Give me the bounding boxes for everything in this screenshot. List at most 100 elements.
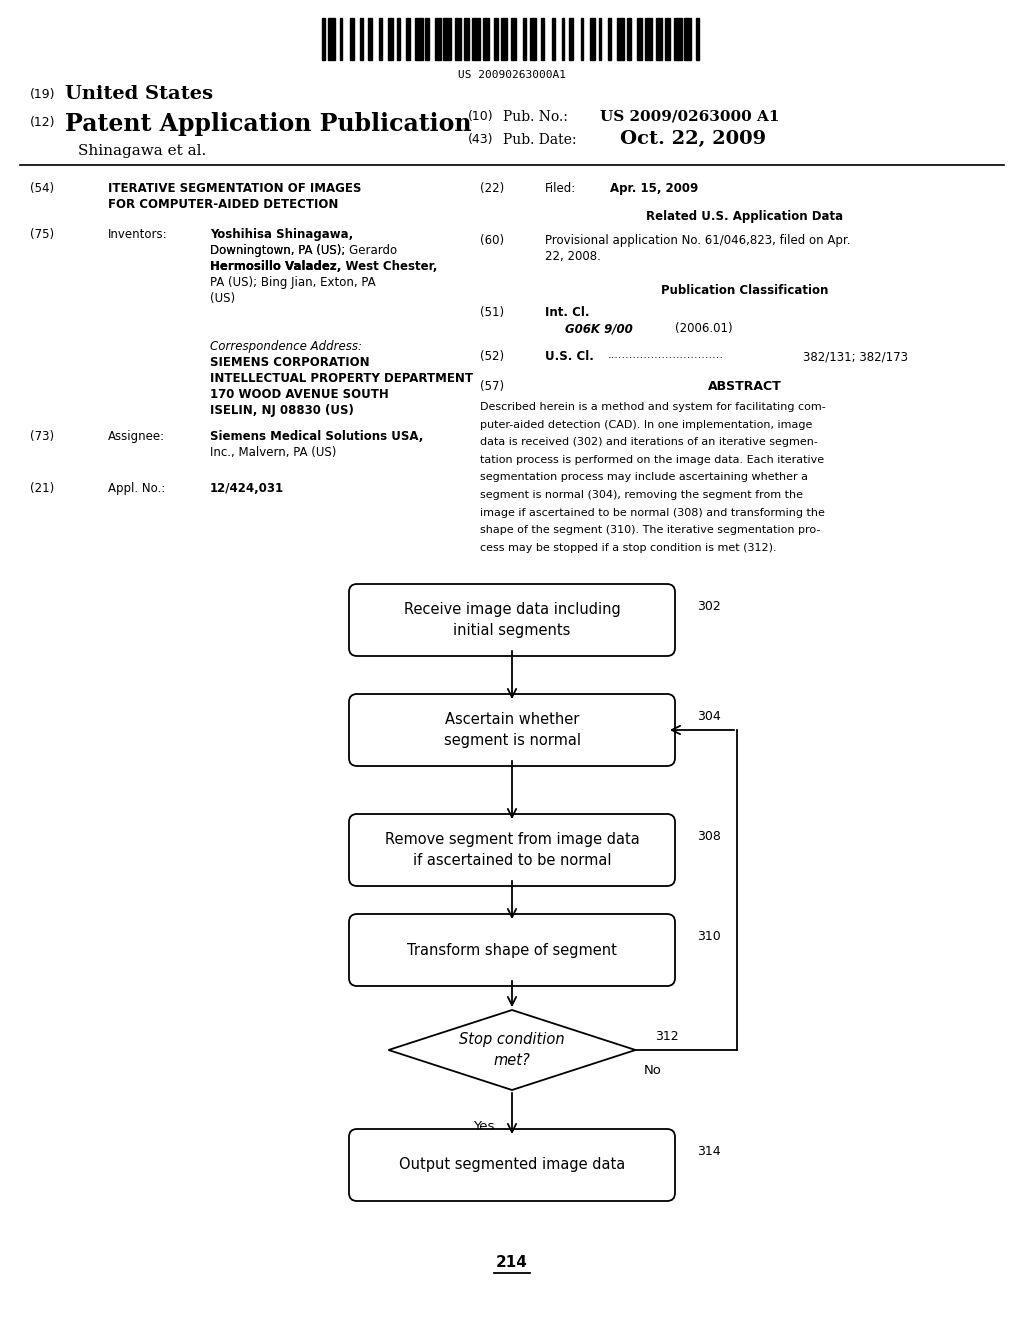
Text: tation process is performed on the image data. Each iterative: tation process is performed on the image… [480, 455, 824, 465]
Bar [495, 18, 498, 59]
Text: Ascertain whether
segment is normal: Ascertain whether segment is normal [443, 711, 581, 748]
Text: Filed:: Filed: [545, 182, 577, 195]
Text: ISELIN, NJ 08830 (US): ISELIN, NJ 08830 (US) [210, 404, 354, 417]
FancyBboxPatch shape [349, 1129, 675, 1201]
Text: PA (US); Bing Jian, Exton, PA: PA (US); Bing Jian, Exton, PA [210, 276, 376, 289]
Text: Inc., Malvern, PA (US): Inc., Malvern, PA (US) [210, 446, 336, 459]
Text: INTELLECTUAL PROPERTY DEPARTMENT: INTELLECTUAL PROPERTY DEPARTMENT [210, 372, 473, 385]
Text: ................................: ................................ [608, 350, 724, 360]
Bar [695, 18, 699, 59]
Text: 312: 312 [655, 1030, 679, 1043]
Bar [379, 18, 382, 59]
Text: (73): (73) [30, 430, 54, 444]
Text: 214: 214 [496, 1255, 528, 1270]
Text: 12/424,031: 12/424,031 [210, 482, 284, 495]
Text: (75): (75) [30, 228, 54, 242]
Text: puter-aided detection (CAD). In one implementation, image: puter-aided detection (CAD). In one impl… [480, 420, 812, 429]
Text: 304: 304 [697, 710, 721, 723]
Text: 382/131; 382/173: 382/131; 382/173 [803, 350, 908, 363]
Text: (10): (10) [468, 110, 494, 123]
Bar [581, 18, 584, 59]
Text: 170 WOOD AVENUE SOUTH: 170 WOOD AVENUE SOUTH [210, 388, 389, 401]
Text: (52): (52) [480, 350, 504, 363]
Bar [322, 18, 325, 59]
Text: (60): (60) [480, 234, 504, 247]
Bar [599, 18, 601, 59]
Text: US 2009/0263000 A1: US 2009/0263000 A1 [600, 110, 779, 124]
Bar [425, 18, 429, 59]
Bar [674, 18, 682, 59]
Bar [656, 18, 663, 59]
Text: (22): (22) [480, 182, 504, 195]
Text: (21): (21) [30, 482, 54, 495]
Bar [482, 18, 489, 59]
Text: Apr. 15, 2009: Apr. 15, 2009 [610, 182, 698, 195]
Text: Downingtown, PA (US);: Downingtown, PA (US); [210, 244, 349, 257]
Bar [397, 18, 399, 59]
Text: Appl. No.:: Appl. No.: [108, 482, 165, 495]
Bar [360, 18, 362, 59]
Text: FOR COMPUTER-AIDED DETECTION: FOR COMPUTER-AIDED DETECTION [108, 198, 338, 211]
Bar [529, 18, 537, 59]
Bar [637, 18, 642, 59]
Text: Provisional application No. 61/046,823, filed on Apr.: Provisional application No. 61/046,823, … [545, 234, 851, 247]
Bar [569, 18, 573, 59]
Text: Assignee:: Assignee: [108, 430, 165, 444]
Text: SIEMENS CORPORATION: SIEMENS CORPORATION [210, 356, 370, 370]
Text: image if ascertained to be normal (308) and transforming the: image if ascertained to be normal (308) … [480, 508, 825, 517]
Bar [511, 18, 516, 59]
Text: Inventors:: Inventors: [108, 228, 168, 242]
Text: ITERATIVE SEGMENTATION OF IMAGES: ITERATIVE SEGMENTATION OF IMAGES [108, 182, 361, 195]
Bar [523, 18, 526, 59]
Text: 22, 2008.: 22, 2008. [545, 249, 601, 263]
Text: Siemens Medical Solutions USA,: Siemens Medical Solutions USA, [210, 430, 423, 444]
Bar [329, 18, 335, 59]
Text: Transform shape of segment: Transform shape of segment [408, 942, 616, 957]
Bar [464, 18, 469, 59]
Bar [407, 18, 410, 59]
Text: segment is normal (304), removing the segment from the: segment is normal (304), removing the se… [480, 490, 803, 500]
Text: Hermosillo Valadez,: Hermosillo Valadez, [210, 260, 341, 273]
Text: segmentation process may include ascertaining whether a: segmentation process may include ascerta… [480, 473, 808, 482]
Bar [552, 18, 555, 59]
Text: (43): (43) [468, 133, 494, 147]
Text: No: No [643, 1064, 662, 1077]
Text: data is received (302) and iterations of an iterative segmen-: data is received (302) and iterations of… [480, 437, 818, 447]
Text: G06K 9/00: G06K 9/00 [565, 322, 633, 335]
Bar [350, 18, 354, 59]
Text: (19): (19) [30, 88, 55, 102]
FancyBboxPatch shape [349, 694, 675, 766]
Bar [455, 18, 461, 59]
Bar [443, 18, 451, 59]
Bar [388, 18, 393, 59]
Text: Correspondence Address:: Correspondence Address: [210, 341, 362, 352]
Bar [607, 18, 611, 59]
Text: Patent Application Publication: Patent Application Publication [65, 112, 471, 136]
Bar [665, 18, 670, 59]
Polygon shape [388, 1010, 636, 1090]
Text: (51): (51) [480, 306, 504, 319]
Text: Output segmented image data: Output segmented image data [399, 1158, 625, 1172]
Text: Stop condition
met?: Stop condition met? [459, 1032, 565, 1068]
Bar [542, 18, 544, 59]
Text: Remove segment from image data
if ascertained to be normal: Remove segment from image data if ascert… [385, 832, 639, 869]
Text: 308: 308 [697, 830, 721, 843]
Text: (12): (12) [30, 116, 55, 129]
Text: Hermosillo Valadez, West Chester,: Hermosillo Valadez, West Chester, [210, 260, 437, 273]
Bar [415, 18, 423, 59]
Text: 314: 314 [697, 1144, 721, 1158]
Text: (2006.01): (2006.01) [675, 322, 732, 335]
Text: cess may be stopped if a stop condition is met (312).: cess may be stopped if a stop condition … [480, 543, 776, 553]
Text: Receive image data including
initial segments: Receive image data including initial seg… [403, 602, 621, 638]
Text: United States: United States [65, 84, 213, 103]
Text: U.S. Cl.: U.S. Cl. [545, 350, 594, 363]
Text: US 20090263000A1: US 20090263000A1 [458, 70, 566, 81]
FancyBboxPatch shape [349, 913, 675, 986]
Text: Shinagawa et al.: Shinagawa et al. [78, 144, 206, 158]
Text: 310: 310 [697, 931, 721, 942]
Bar [616, 18, 625, 59]
Bar [562, 18, 564, 59]
Bar [368, 18, 372, 59]
Text: Yes: Yes [473, 1119, 494, 1133]
Bar [472, 18, 480, 59]
